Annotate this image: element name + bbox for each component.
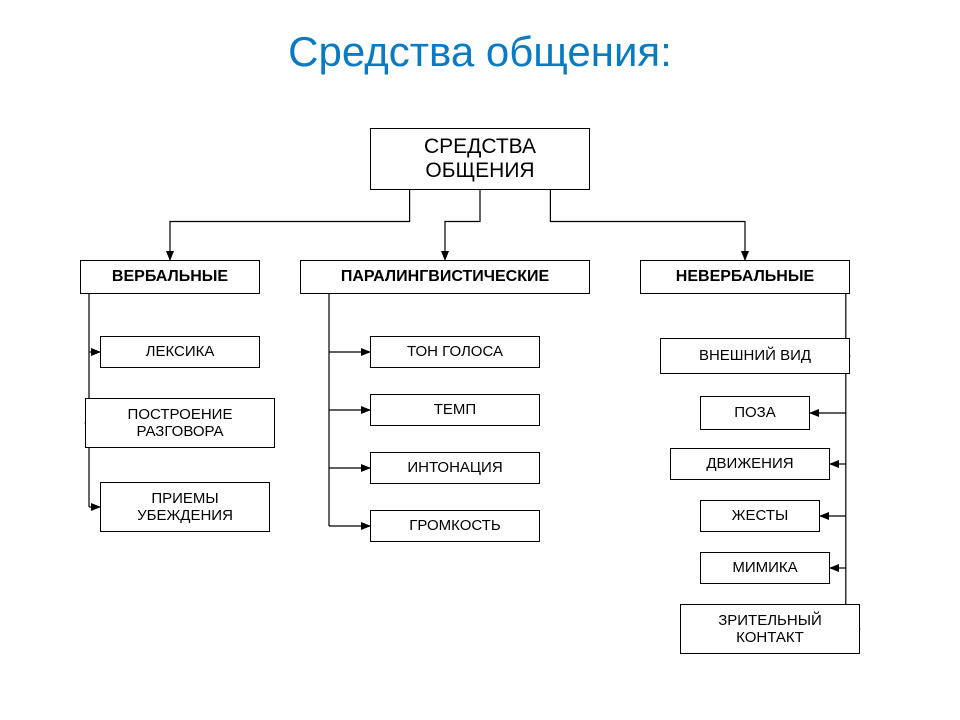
- page-title: Средства общения:: [0, 0, 960, 88]
- node-v3: ПРИЕМЫУБЕЖДЕНИЯ: [100, 482, 270, 532]
- diagram-canvas: СРЕДСТВАОБЩЕНИЯ ВЕРБАЛЬНЫЕ ПАРАЛИНГВИСТИЧЕ…: [0, 88, 960, 688]
- node-n4: ЖЕСТЫ: [700, 500, 820, 532]
- node-paraling: ПАРАЛИНГВИСТИЧЕСКИЕ: [300, 260, 590, 294]
- node-n5: МИМИКА: [700, 552, 830, 584]
- node-nonverb: НЕВЕРБАЛЬНЫЕ: [640, 260, 850, 294]
- node-n2: ПОЗА: [700, 396, 810, 430]
- node-v1: ЛЕКСИКА: [100, 336, 260, 368]
- node-n1: ВНЕШНИЙ ВИД: [660, 338, 850, 374]
- node-n3: ДВИЖЕНИЯ: [670, 448, 830, 480]
- node-n6: ЗРИТЕЛЬНЫЙКОНТАКТ: [680, 604, 860, 654]
- node-v2: ПОСТРОЕНИЕРАЗГОВОРА: [85, 398, 275, 448]
- node-root: СРЕДСТВАОБЩЕНИЯ: [370, 128, 590, 190]
- node-p1: ТОН ГОЛОСА: [370, 336, 540, 368]
- node-p3: ИНТОНАЦИЯ: [370, 452, 540, 484]
- node-verbal: ВЕРБАЛЬНЫЕ: [80, 260, 260, 294]
- node-p4: ГРОМКОСТЬ: [370, 510, 540, 542]
- node-p2: ТЕМП: [370, 394, 540, 426]
